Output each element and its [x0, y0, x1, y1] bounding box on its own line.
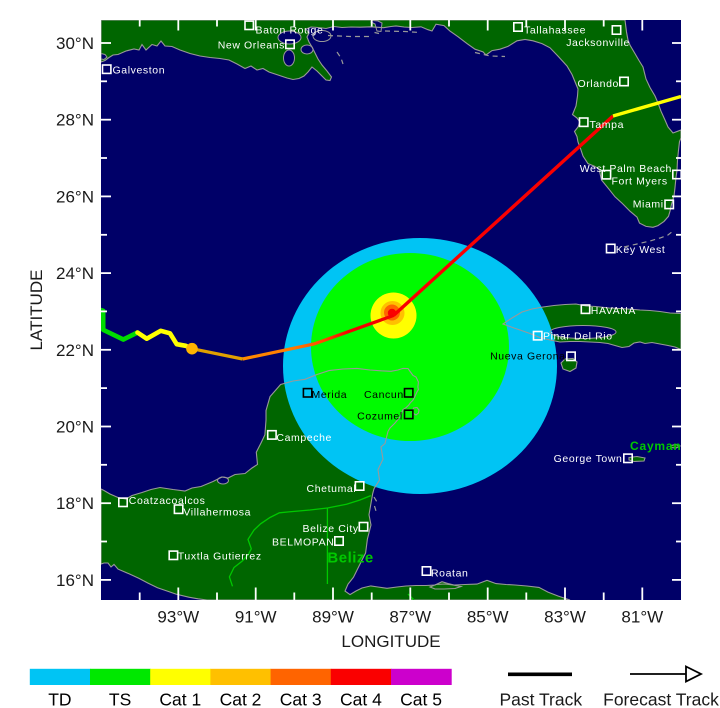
svg-text:89°W: 89°W: [312, 608, 354, 627]
svg-text:83°W: 83°W: [544, 608, 586, 627]
svg-text:24°N: 24°N: [56, 264, 94, 283]
svg-text:Fort Myers: Fort Myers: [612, 176, 668, 188]
svg-text:Cayman: Cayman: [630, 439, 682, 453]
svg-text:20°N: 20°N: [56, 418, 94, 437]
svg-text:Key West: Key West: [616, 244, 666, 256]
svg-text:Cat 1: Cat 1: [159, 690, 201, 708]
svg-text:Cat 5: Cat 5: [400, 690, 442, 708]
svg-text:Tallahassee: Tallahassee: [524, 25, 586, 37]
svg-text:BELMOPAN: BELMOPAN: [272, 537, 334, 549]
svg-text:Belize: Belize: [327, 550, 373, 567]
svg-text:Orlando: Orlando: [577, 78, 619, 90]
svg-text:Miami: Miami: [633, 199, 664, 211]
svg-text:Roatan: Roatan: [431, 568, 468, 580]
svg-text:Belize City: Belize City: [302, 523, 358, 535]
svg-text:Villahermosa: Villahermosa: [183, 507, 251, 519]
svg-text:Coatzacoalcos: Coatzacoalcos: [129, 495, 206, 507]
svg-text:TD: TD: [48, 690, 71, 708]
svg-text:Cat 4: Cat 4: [340, 690, 382, 708]
svg-text:Pinar Del Rio: Pinar Del Rio: [543, 331, 613, 343]
svg-text:26°N: 26°N: [56, 187, 94, 206]
svg-text:Campeche: Campeche: [276, 432, 332, 444]
svg-text:Tuxtla Gutierrez: Tuxtla Gutierrez: [178, 551, 262, 563]
svg-text:Jacksonville: Jacksonville: [566, 37, 630, 49]
svg-text:Cozumel: Cozumel: [357, 411, 403, 423]
svg-text:Forecast Track: Forecast Track: [603, 690, 719, 708]
svg-text:New Orleans: New Orleans: [218, 40, 285, 52]
svg-text:Chetumal: Chetumal: [307, 483, 357, 495]
svg-text:30°N: 30°N: [56, 34, 94, 53]
svg-text:LATITUDE: LATITUDE: [27, 270, 46, 351]
svg-text:93°W: 93°W: [157, 608, 199, 627]
svg-text:87°W: 87°W: [389, 608, 431, 627]
svg-text:HAVANA: HAVANA: [591, 305, 636, 317]
svg-text:Cat 2: Cat 2: [220, 690, 262, 708]
svg-text:Galveston: Galveston: [113, 65, 166, 77]
svg-text:Baton Rouge: Baton Rouge: [256, 25, 324, 37]
svg-text:81°W: 81°W: [621, 608, 663, 627]
svg-text:Nueva Gerona: Nueva Gerona: [490, 351, 566, 363]
svg-text:TS: TS: [109, 690, 131, 708]
svg-text:Merida: Merida: [312, 389, 348, 401]
svg-text:22°N: 22°N: [56, 341, 94, 360]
svg-text:18°N: 18°N: [56, 494, 94, 513]
svg-text:George Town: George Town: [554, 453, 623, 465]
svg-text:91°W: 91°W: [235, 608, 277, 627]
svg-text:LONGITUDE: LONGITUDE: [341, 632, 440, 651]
svg-text:Past Track: Past Track: [499, 690, 582, 708]
svg-text:Cat 3: Cat 3: [280, 690, 322, 708]
svg-text:Cancun: Cancun: [364, 389, 404, 401]
svg-text:West Palm Beach: West Palm Beach: [580, 163, 672, 175]
svg-text:Tampa: Tampa: [590, 119, 625, 131]
svg-text:16°N: 16°N: [56, 571, 94, 590]
svg-text:28°N: 28°N: [56, 111, 94, 130]
svg-text:85°W: 85°W: [467, 608, 509, 627]
